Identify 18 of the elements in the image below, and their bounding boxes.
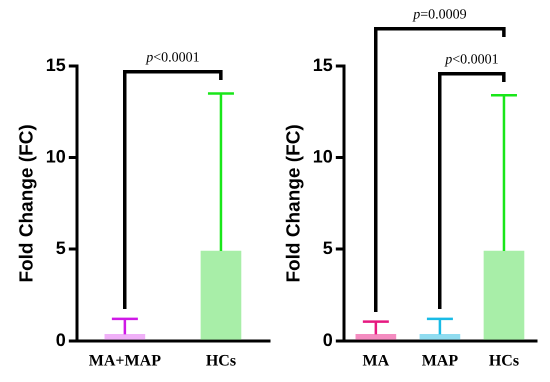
x-tick-label: MA+MAP <box>88 352 162 370</box>
x-tick-label: HCs <box>488 352 520 370</box>
y-axis-title: Fold Change (FC) <box>16 124 38 283</box>
y-tick-label: 15 <box>46 54 66 75</box>
y-tick-label: 5 <box>56 238 66 258</box>
annotation: p<0.0001 <box>444 52 499 68</box>
y-tick-label: 0 <box>322 330 333 350</box>
x-tick-label: MA <box>362 352 390 370</box>
y-tick-label: 0 <box>56 330 66 350</box>
y-tick-label: 10 <box>312 146 333 167</box>
y-tick-label: 5 <box>322 238 333 258</box>
y-tick-label: 10 <box>46 146 66 167</box>
y-axis-title: Fold Change (FC) <box>284 124 305 283</box>
x-tick-label: HCs <box>206 352 236 370</box>
text: p<0.0001 <box>145 50 200 66</box>
y-tick-label: 15 <box>312 54 333 75</box>
text: p=0.0009 <box>412 7 467 22</box>
x-tick-label: MAP <box>422 352 458 370</box>
